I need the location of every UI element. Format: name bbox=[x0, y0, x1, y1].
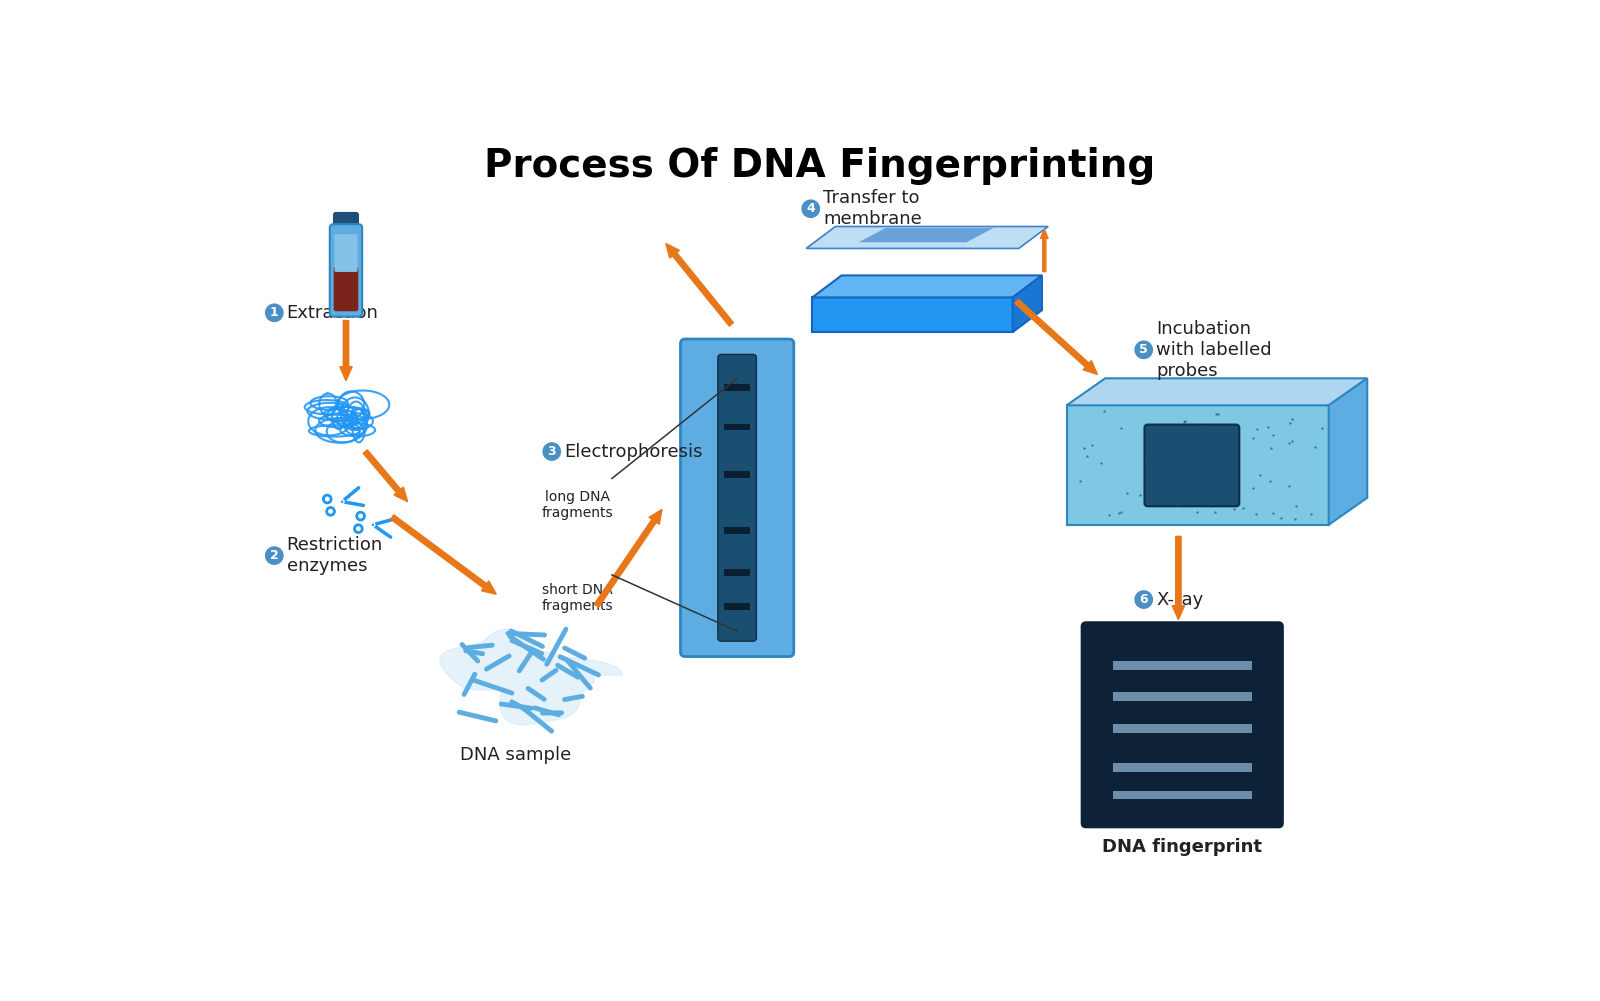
Polygon shape bbox=[813, 297, 1013, 332]
Circle shape bbox=[371, 523, 374, 527]
FancyBboxPatch shape bbox=[1082, 623, 1283, 827]
Bar bbox=[725, 570, 750, 577]
Polygon shape bbox=[1013, 275, 1042, 332]
Text: Restriction
enzymes: Restriction enzymes bbox=[286, 537, 382, 575]
Text: DNA fingerprint: DNA fingerprint bbox=[1102, 839, 1262, 857]
Polygon shape bbox=[813, 275, 1042, 297]
Bar bbox=[1114, 724, 1251, 733]
Text: 1: 1 bbox=[270, 306, 278, 319]
Text: Extraction: Extraction bbox=[286, 304, 379, 321]
Text: 4: 4 bbox=[806, 202, 814, 215]
FancyArrow shape bbox=[1173, 537, 1184, 620]
Circle shape bbox=[264, 302, 285, 323]
Polygon shape bbox=[1067, 405, 1328, 525]
Bar bbox=[1114, 791, 1251, 800]
FancyArrow shape bbox=[339, 320, 352, 380]
Circle shape bbox=[541, 441, 562, 461]
Bar bbox=[725, 384, 750, 391]
Bar bbox=[725, 471, 750, 478]
Polygon shape bbox=[806, 226, 1048, 248]
Bar bbox=[1114, 693, 1251, 702]
Text: X-ray: X-ray bbox=[1157, 591, 1203, 609]
Text: Transfer to
membrane: Transfer to membrane bbox=[822, 189, 922, 228]
FancyArrow shape bbox=[666, 243, 733, 326]
Polygon shape bbox=[859, 228, 994, 242]
Polygon shape bbox=[440, 630, 622, 725]
Circle shape bbox=[1133, 590, 1154, 610]
FancyBboxPatch shape bbox=[334, 266, 358, 311]
FancyArrow shape bbox=[1040, 229, 1048, 271]
Circle shape bbox=[264, 546, 285, 566]
FancyBboxPatch shape bbox=[330, 224, 362, 316]
Text: 5: 5 bbox=[1139, 343, 1149, 356]
FancyArrow shape bbox=[594, 510, 662, 608]
Polygon shape bbox=[1328, 378, 1368, 525]
FancyBboxPatch shape bbox=[718, 354, 757, 642]
Text: Process Of DNA Fingerprinting: Process Of DNA Fingerprinting bbox=[485, 147, 1155, 185]
Bar bbox=[725, 528, 750, 535]
FancyArrow shape bbox=[1014, 299, 1098, 374]
FancyBboxPatch shape bbox=[1144, 424, 1240, 507]
FancyBboxPatch shape bbox=[680, 339, 794, 657]
Text: Incubation
with labelled
probes: Incubation with labelled probes bbox=[1157, 320, 1272, 379]
Circle shape bbox=[341, 499, 344, 504]
Circle shape bbox=[1133, 339, 1154, 360]
Text: DNA sample: DNA sample bbox=[459, 746, 571, 764]
Text: 3: 3 bbox=[547, 445, 557, 458]
Text: short DNA
fragments: short DNA fragments bbox=[541, 583, 613, 613]
Text: Electrophoresis: Electrophoresis bbox=[565, 442, 702, 460]
Text: 6: 6 bbox=[1139, 593, 1149, 606]
FancyArrow shape bbox=[390, 515, 496, 595]
Polygon shape bbox=[1067, 378, 1368, 405]
Bar bbox=[1114, 763, 1251, 772]
FancyArrow shape bbox=[363, 449, 408, 502]
FancyBboxPatch shape bbox=[334, 212, 358, 234]
Text: 2: 2 bbox=[270, 550, 278, 563]
Bar bbox=[725, 423, 750, 430]
Bar bbox=[1114, 661, 1251, 670]
Text: long DNA
fragments: long DNA fragments bbox=[541, 490, 613, 521]
Circle shape bbox=[800, 198, 821, 219]
Bar bbox=[725, 603, 750, 610]
FancyBboxPatch shape bbox=[334, 234, 357, 272]
